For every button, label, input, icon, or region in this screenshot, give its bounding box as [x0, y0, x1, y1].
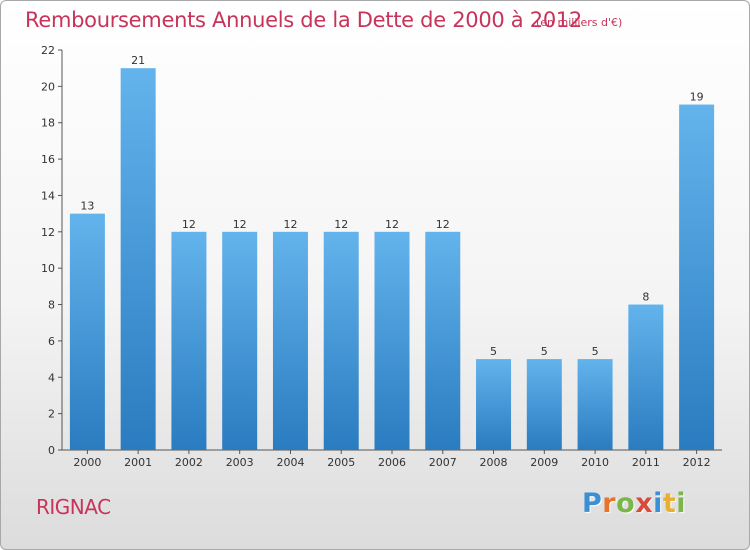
bar-value-label: 5: [592, 345, 599, 358]
bar-value-label: 12: [436, 218, 450, 231]
y-tick-label: 12: [41, 226, 55, 239]
bar-value-label: 12: [283, 218, 297, 231]
bar: [476, 359, 512, 450]
logo-letter: t: [662, 488, 677, 519]
commune-name: RIGNAC: [36, 495, 111, 519]
bar: [628, 304, 664, 450]
x-tick-label: 2004: [276, 456, 304, 469]
bar: [679, 104, 715, 450]
x-tick-label: 2008: [480, 456, 508, 469]
bar-value-label: 8: [642, 291, 649, 304]
bar: [577, 359, 613, 450]
y-tick-label: 0: [48, 444, 55, 457]
x-tick-label: 2001: [124, 456, 152, 469]
x-tick-label: 2003: [226, 456, 254, 469]
bar-value-label: 19: [690, 91, 704, 104]
x-tick-label: 2005: [327, 456, 355, 469]
x-tick-label: 2010: [581, 456, 609, 469]
bar-value-label: 21: [131, 54, 145, 67]
y-tick-label: 8: [48, 299, 55, 312]
x-tick-label: 2000: [73, 456, 101, 469]
y-tick-label: 2: [48, 408, 55, 421]
x-tick-label: 2011: [632, 456, 660, 469]
bar: [69, 213, 105, 450]
logo-letter: r: [602, 488, 617, 519]
x-tick-label: 2012: [683, 456, 711, 469]
y-tick-label: 4: [48, 371, 55, 384]
bar: [171, 231, 207, 450]
y-tick-label: 20: [41, 80, 55, 93]
chart-title: Remboursements Annuels de la Dette de 20…: [25, 8, 582, 32]
y-tick-label: 6: [48, 335, 55, 348]
chart-unit: (en milliers d'€): [536, 16, 623, 29]
bar: [374, 231, 410, 450]
y-tick-label: 22: [41, 44, 55, 57]
y-tick-label: 14: [41, 189, 55, 202]
bar: [323, 231, 359, 450]
bar-value-label: 12: [233, 218, 247, 231]
x-tick-label: 2009: [530, 456, 558, 469]
bar: [222, 231, 258, 450]
logo-letter: i: [653, 488, 663, 519]
bar: [120, 68, 156, 450]
proxiti-logo[interactable]: Proxiti: [582, 488, 686, 519]
bar-value-label: 12: [182, 218, 196, 231]
y-tick-label: 18: [41, 117, 55, 130]
x-tick-label: 2006: [378, 456, 406, 469]
y-tick-label: 16: [41, 153, 55, 166]
logo-letter: x: [635, 488, 654, 519]
x-tick-label: 2007: [429, 456, 457, 469]
bar-value-label: 12: [334, 218, 348, 231]
bar: [272, 231, 308, 450]
bar: [425, 231, 461, 450]
bar: [526, 359, 562, 450]
bar-value-label: 13: [80, 200, 94, 213]
bar-value-label: 12: [385, 218, 399, 231]
y-tick-label: 10: [41, 262, 55, 275]
logo-letter: i: [676, 488, 687, 519]
x-tick-label: 2002: [175, 456, 203, 469]
logo-letter: P: [582, 488, 603, 519]
bar-value-label: 5: [490, 345, 497, 358]
logo-letter: o: [616, 488, 636, 519]
bar-value-label: 5: [541, 345, 548, 358]
